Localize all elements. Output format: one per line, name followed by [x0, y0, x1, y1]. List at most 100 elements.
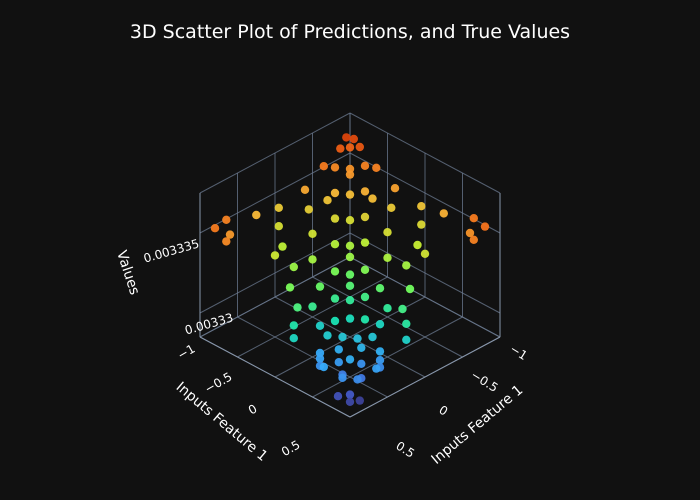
data-point-series-0-39[interactable] — [345, 216, 355, 225]
data-point-series-0-33[interactable] — [345, 270, 355, 279]
data-point-series-0-55[interactable] — [375, 347, 385, 356]
data-point-series-0-27[interactable] — [417, 220, 426, 229]
data-point-series-0-32[interactable] — [330, 294, 340, 303]
data-point-series-0-29[interactable] — [417, 202, 426, 211]
data-point-series-0-41[interactable] — [330, 214, 340, 223]
data-point-series-0-40[interactable] — [360, 212, 370, 222]
data-point-series-0-43[interactable] — [360, 187, 370, 196]
data-point-series-0-37[interactable] — [360, 238, 370, 247]
data-point-series-0-10[interactable] — [338, 332, 347, 342]
data-point-series-1-31[interactable] — [387, 203, 396, 212]
data-point-series-1-34[interactable] — [323, 331, 332, 340]
data-point-series-0-46[interactable] — [360, 161, 370, 170]
data-point-series-0-14[interactable] — [289, 334, 298, 343]
data-point-series-1-18[interactable] — [469, 214, 478, 223]
data-point-series-0-58[interactable] — [375, 320, 385, 329]
data-point-series-0-6[interactable] — [334, 358, 343, 367]
data-point-series-0-49[interactable] — [336, 144, 345, 153]
data-point-series-0-18[interactable] — [293, 303, 302, 312]
data-point-series-0-57[interactable] — [315, 321, 325, 330]
data-point-series-0-51[interactable] — [319, 162, 328, 171]
data-point-series-1-17[interactable] — [222, 215, 231, 224]
data-point-series-1-24[interactable] — [383, 228, 392, 237]
data-point-series-1-27[interactable] — [345, 170, 355, 179]
data-point-series-1-37[interactable] — [315, 282, 325, 291]
data-point-series-1-39[interactable] — [383, 304, 392, 313]
x-tick-label: 0 — [246, 401, 260, 417]
data-point-series-1-9[interactable] — [308, 255, 317, 264]
data-point-series-1-6[interactable] — [360, 315, 370, 324]
data-point-series-0-8[interactable] — [334, 345, 343, 354]
data-point-series-1-35[interactable] — [368, 332, 377, 342]
data-point-series-0-59[interactable] — [345, 314, 355, 323]
data-point-series-0-7[interactable] — [357, 359, 366, 368]
data-point-series-1-29[interactable] — [342, 133, 351, 142]
data-point-series-0-20[interactable] — [285, 283, 295, 292]
data-point-series-0-2[interactable] — [355, 396, 364, 405]
data-point-series-0-22[interactable] — [289, 262, 298, 272]
data-point-series-0-34[interactable] — [360, 265, 370, 274]
data-point-series-1-30[interactable] — [304, 205, 313, 214]
data-point-series-0-1[interactable] — [345, 390, 355, 399]
wall-grid-line — [349, 112, 501, 194]
data-point-series-0-54[interactable] — [390, 184, 400, 193]
data-point-series-1-22[interactable] — [439, 209, 448, 218]
data-point-series-0-17[interactable] — [402, 319, 411, 328]
data-point-series-1-12[interactable] — [420, 249, 430, 258]
data-point-series-1-2[interactable] — [345, 355, 355, 364]
data-point-series-0-53[interactable] — [300, 185, 310, 194]
data-point-series-0-36[interactable] — [345, 241, 355, 250]
data-point-series-1-16[interactable] — [480, 222, 490, 231]
data-point-series-0-30[interactable] — [345, 296, 355, 305]
data-point-series-1-19[interactable] — [222, 237, 231, 246]
data-point-series-1-28[interactable] — [349, 134, 358, 144]
data-point-series-1-33[interactable] — [315, 354, 325, 363]
data-point-series-1-26[interactable] — [368, 194, 377, 203]
points-layer[interactable] — [210, 133, 490, 406]
data-point-series-0-23[interactable] — [402, 261, 411, 270]
data-point-series-0-9[interactable] — [357, 343, 366, 352]
data-point-series-1-21[interactable] — [252, 210, 261, 220]
data-point-series-0-24[interactable] — [278, 242, 287, 251]
data-point-series-0-47[interactable] — [330, 163, 340, 172]
data-point-series-0-38[interactable] — [330, 240, 340, 249]
data-point-series-1-14[interactable] — [465, 228, 475, 238]
data-point-series-0-52[interactable] — [372, 163, 381, 172]
data-point-series-0-50[interactable] — [355, 142, 364, 152]
data-point-series-0-26[interactable] — [274, 222, 283, 231]
data-point-series-0-19[interactable] — [398, 304, 407, 314]
data-point-series-0-28[interactable] — [274, 203, 283, 212]
data-point-series-1-38[interactable] — [308, 302, 317, 311]
data-point-series-1-20[interactable] — [469, 235, 478, 244]
data-point-series-0-31[interactable] — [360, 292, 370, 302]
data-point-series-0-3[interactable] — [333, 392, 343, 401]
data-point-series-1-25[interactable] — [323, 196, 332, 205]
data-point-series-0-0[interactable] — [345, 397, 355, 406]
data-point-series-0-11[interactable] — [353, 334, 362, 343]
floor-grid-line — [312, 316, 463, 398]
data-point-series-1-10[interactable] — [383, 253, 392, 262]
data-point-series-0-16[interactable] — [289, 321, 298, 330]
data-point-series-0-42[interactable] — [345, 190, 355, 199]
data-point-series-1-1[interactable] — [353, 375, 362, 384]
data-point-series-1-15[interactable] — [210, 224, 220, 233]
data-point-series-0-25[interactable] — [413, 240, 422, 250]
data-point-series-1-11[interactable] — [270, 251, 280, 260]
data-point-series-1-13[interactable] — [225, 230, 235, 239]
data-point-series-0-48[interactable] — [345, 143, 355, 152]
data-point-series-0-44[interactable] — [330, 188, 340, 198]
data-point-series-1-8[interactable] — [345, 252, 355, 262]
data-point-series-0-15[interactable] — [402, 335, 411, 344]
data-point-series-1-0[interactable] — [338, 373, 347, 382]
data-point-series-0-35[interactable] — [330, 267, 340, 276]
data-point-series-1-23[interactable] — [308, 229, 317, 238]
data-point-series-1-36[interactable] — [375, 284, 385, 293]
data-point-series-1-5[interactable] — [330, 316, 340, 326]
data-point-series-1-4[interactable] — [372, 364, 381, 373]
wall-grid-line — [349, 256, 501, 338]
data-point-series-1-32[interactable] — [375, 356, 385, 365]
data-point-series-1-3[interactable] — [319, 362, 328, 372]
data-point-series-0-21[interactable] — [405, 284, 415, 294]
data-point-series-1-7[interactable] — [345, 281, 355, 290]
